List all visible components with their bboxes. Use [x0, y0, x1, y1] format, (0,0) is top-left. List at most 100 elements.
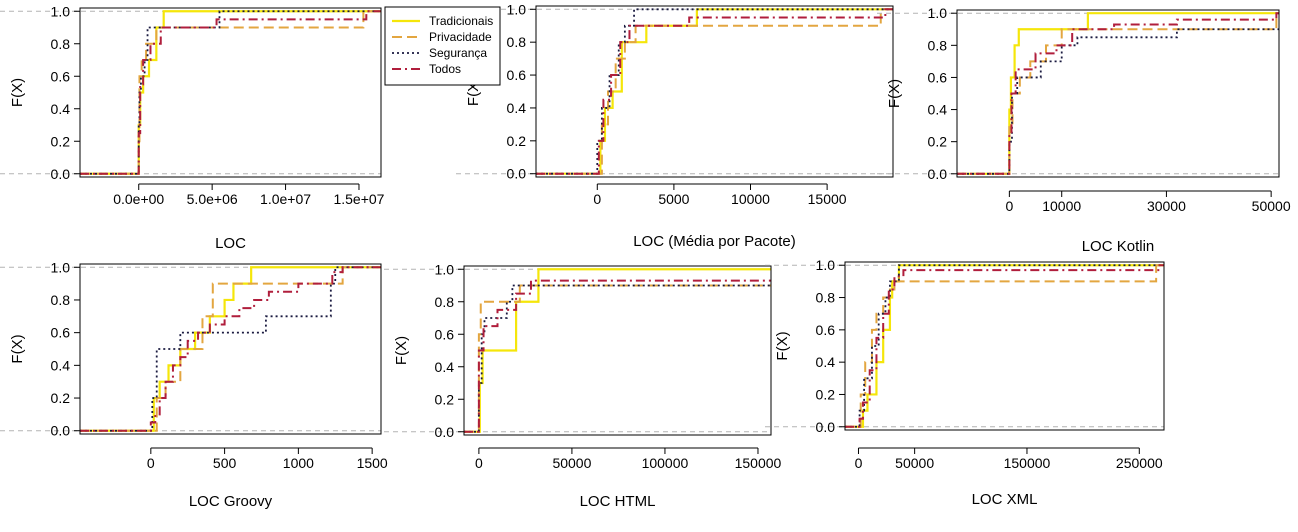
y-tick-label: 0.8 [51, 36, 71, 52]
y-tick-label: 0.8 [816, 290, 836, 306]
x-axis-title: LOC XML [972, 491, 1038, 508]
legend-label-seguranca: Segurança [429, 46, 487, 60]
x-tick-label: 0 [147, 455, 155, 471]
series-seguranca [464, 284, 771, 433]
y-tick-label: 0.2 [507, 133, 527, 149]
y-axis-title: F(X) [9, 334, 26, 363]
plot-frame [844, 261, 1165, 431]
x-tick-label: 15000 [808, 191, 847, 207]
x-tick-label: 50000 [1252, 198, 1291, 214]
y-tick-label: 0.6 [507, 67, 527, 83]
x-tick-label: 1500 [357, 455, 388, 471]
x-tick-label: 150000 [1004, 455, 1051, 471]
x-tick-label: 50000 [895, 455, 934, 471]
x-tick-label: 250000 [1116, 455, 1163, 471]
series-tradicionais [957, 12, 1279, 175]
y-tick-label: 0.4 [435, 359, 455, 375]
x-tick-label: 150000 [735, 455, 782, 471]
chart-panel-6: 0.0 0.2 0.4 0.6 0.8 1.0 0 50000 150000 250000 LOC … [765, 257, 1165, 508]
x-axis-title: LOC HTML [580, 493, 656, 510]
x-tick-label: 10000 [731, 191, 770, 207]
plot-frame [463, 265, 772, 436]
y-tick-label: 0.0 [816, 419, 836, 435]
y-tick-label: 0.6 [928, 69, 948, 85]
y-tick-label: 0.4 [51, 101, 71, 117]
chart-panel-5: 0.0 0.2 0.4 0.6 0.8 1.0 0 50000 100000 150000 LOC … [384, 261, 782, 510]
x-tick-label: 1000 [283, 455, 314, 471]
y-tick-label: 1.0 [928, 5, 948, 21]
plot-frame [535, 5, 894, 178]
y-tick-label: 1.0 [435, 261, 455, 277]
plot-frame [956, 9, 1280, 178]
x-tick-label: 0 [1005, 198, 1013, 214]
x-tick-label: 1.5e+07 [333, 191, 384, 207]
y-tick-label: 1.0 [51, 259, 71, 275]
legend: Tradicionais Privacidade Segurança Todos [384, 6, 501, 86]
x-axis-title: LOC Groovy [189, 493, 273, 510]
chart-panel-3: 0.0 0.2 0.4 0.6 0.8 1.0 0 10000 30000 50000 LOC Ko… [877, 5, 1291, 255]
series-todos [464, 279, 771, 433]
y-tick-label: 0.6 [51, 325, 71, 341]
y-axis-title: F(X) [9, 78, 26, 107]
y-tick-label: 0.0 [507, 166, 527, 182]
x-tick-label: 5.0e+06 [187, 191, 238, 207]
series-privacidade [80, 266, 381, 432]
y-tick-label: 0.4 [507, 100, 527, 116]
y-tick-label: 0.6 [435, 326, 455, 342]
chart-panel-4: 0.0 0.2 0.4 0.6 0.8 1.0 0 500 1000 1500 LOC Groovy… [0, 259, 388, 510]
x-tick-label: 1.0e+07 [260, 191, 311, 207]
y-axis-title: F(X) [393, 336, 410, 365]
y-tick-label: 0.2 [435, 391, 455, 407]
series-seguranca [957, 28, 1279, 175]
legend-label-privacidade: Privacidade [429, 30, 492, 44]
y-tick-label: 0.0 [928, 166, 948, 182]
x-tick-label: 0 [475, 455, 483, 471]
plot-frame [79, 263, 382, 435]
x-tick-label: 500 [213, 455, 237, 471]
y-tick-label: 0.8 [435, 294, 455, 310]
y-tick-label: 0.2 [816, 386, 836, 402]
y-tick-label: 1.0 [816, 257, 836, 273]
x-tick-label: 10000 [1042, 198, 1081, 214]
y-tick-label: 0.8 [928, 37, 948, 53]
x-axis-title: LOC Kotlin [1082, 238, 1155, 255]
x-tick-label: 100000 [642, 455, 689, 471]
x-tick-label: 50000 [552, 455, 591, 471]
y-tick-label: 0.0 [435, 424, 455, 440]
y-tick-label: 0.2 [51, 390, 71, 406]
series-todos [957, 12, 1279, 175]
y-tick-label: 1.0 [51, 3, 71, 19]
y-tick-label: 0.0 [51, 166, 71, 182]
x-tick-label: 5000 [658, 191, 689, 207]
y-axis-title: F(X) [774, 331, 791, 360]
y-tick-label: 0.6 [816, 322, 836, 338]
y-tick-label: 0.8 [507, 34, 527, 50]
x-tick-label: 0 [593, 191, 601, 207]
legend-label-todos: Todos [429, 62, 461, 76]
x-axis-title: LOC [215, 235, 246, 252]
y-tick-label: 0.4 [816, 354, 836, 370]
x-tick-label: 30000 [1147, 198, 1186, 214]
chart-panel-1: 0.0 0.2 0.4 0.6 0.8 1.0 0.0e+00 5.0e+06 1.0e+07 1… [0, 3, 385, 252]
series-privacidade [536, 8, 893, 175]
series-todos [536, 8, 893, 175]
y-tick-label: 0.4 [928, 102, 948, 118]
x-tick-label: 0 [855, 455, 863, 471]
series-seguranca [80, 266, 381, 432]
y-tick-label: 0.8 [51, 292, 71, 308]
y-tick-label: 1.0 [507, 1, 527, 17]
y-tick-label: 0.6 [51, 68, 71, 84]
y-tick-label: 0.2 [928, 134, 948, 150]
series-seguranca [845, 264, 1164, 428]
plot-frame [79, 7, 382, 178]
x-tick-label: 0.0e+00 [113, 191, 164, 207]
legend-label-tradicionais: Tradicionais [429, 14, 493, 28]
y-tick-label: 0.4 [51, 357, 71, 373]
y-tick-label: 0.0 [51, 423, 71, 439]
series-todos [80, 10, 381, 175]
series-todos [845, 264, 1164, 428]
y-axis-title: F(X) [886, 79, 903, 108]
y-tick-label: 0.2 [51, 133, 71, 149]
series-todos [80, 266, 381, 432]
